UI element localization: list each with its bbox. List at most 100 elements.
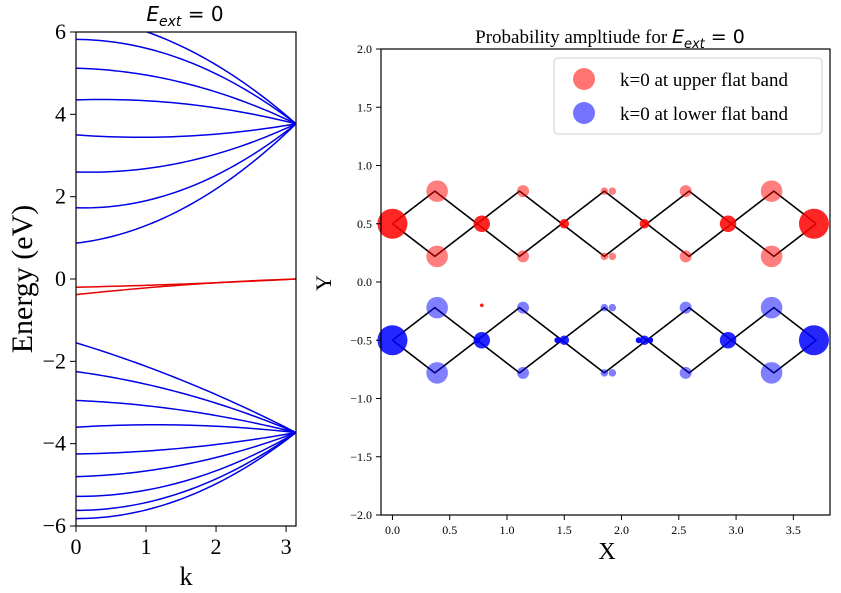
amp-xlabel: X <box>598 539 615 565</box>
amp-point-upper-5 <box>517 250 530 263</box>
amp-point-upper-2 <box>426 245 448 268</box>
band-line-flat-9 <box>76 278 296 296</box>
lattice-upper-b <box>391 222 817 258</box>
band-line-lower-13 <box>76 424 296 434</box>
lattice-lower-a <box>391 306 817 342</box>
band-line-lower-17 <box>76 431 296 512</box>
legend-marker-upper <box>573 68 595 90</box>
amp-point-upper-10 <box>608 252 617 261</box>
band-line-upper-2 <box>76 123 296 173</box>
amp-point-lower-3 <box>473 332 491 349</box>
band-xtick-label-3: 3 <box>281 534 292 559</box>
band-ytick-label-6: −6 <box>43 513 66 538</box>
amp-ytick-label-4: 0.0 <box>357 275 372 289</box>
band-xtick-label-1: 1 <box>141 534 152 559</box>
amp-title: Probability ampltiude for Eext = 0 <box>475 26 745 52</box>
amp-point-upper-18 <box>480 303 484 308</box>
band-line-lower-12 <box>76 399 296 434</box>
band-line-lower-15 <box>76 431 296 478</box>
amp-point-upper-9 <box>600 252 609 261</box>
legend-label-upper: k=0 at upper flat band <box>620 70 788 91</box>
band-line-upper-5 <box>76 67 296 125</box>
amp-point-lower-11 <box>639 335 650 346</box>
lattice-upper-a <box>391 190 817 225</box>
amp-ytick-label-2: 1.0 <box>357 159 372 173</box>
amp-point-lower-7 <box>600 303 609 312</box>
amp-point-lower-12 <box>679 301 692 314</box>
amp-ytick-label-8: −2.0 <box>350 508 372 522</box>
amp-point-upper-17 <box>798 208 829 239</box>
amplitude-chart: Probability ampltiude for Eext = 0 0.0 0.… <box>311 26 831 565</box>
amp-xtick-label-5: 2.5 <box>671 523 686 537</box>
amp-point-lower-1 <box>426 296 448 319</box>
amp-axes: 0.0 0.5 1.0 1.5 2.0 2.5 3.0 3.52.01.51.00.50.0−… <box>350 42 801 537</box>
band-title-var: E <box>146 2 159 26</box>
band-ytick-label-0: 6 <box>55 19 66 44</box>
band-line-upper-3 <box>76 123 296 139</box>
amp-point-lower-0 <box>377 325 408 356</box>
amp-point-upper-3 <box>473 215 491 232</box>
amp-ytick-label-6: −1.0 <box>350 392 372 406</box>
amp-point-upper-13 <box>679 250 692 263</box>
amp-title-var: E <box>672 26 684 48</box>
band-plot-frame <box>75 31 297 527</box>
amp-point-upper-1 <box>426 180 448 202</box>
amp-ytick-label-5: −0.5 <box>350 333 372 347</box>
legend: k=0 at upper flat band k=0 at lower flat… <box>553 57 823 135</box>
band-xlabel: k <box>180 562 193 588</box>
amp-xtick-label-3: 1.5 <box>557 523 572 537</box>
amp-xtick-label-0: 0.0 <box>385 523 400 537</box>
amp-point-lower-14 <box>719 332 737 349</box>
amp-title-rest: = 0 <box>705 26 745 48</box>
band-line-upper-7 <box>144 32 296 125</box>
amp-point-lower-5 <box>517 366 530 379</box>
band-ylabel: Energy (eV) <box>6 205 39 354</box>
band-ytick-label-1: 4 <box>55 101 66 126</box>
amp-point-upper-8 <box>608 187 617 195</box>
legend-box <box>553 57 823 135</box>
band-title: Eext = 0 <box>146 2 223 30</box>
amp-point-lower-9 <box>600 369 609 377</box>
amp-point-upper-4 <box>517 185 530 198</box>
amp-point-upper-14 <box>719 215 737 232</box>
amp-point-upper-12 <box>679 185 692 198</box>
amp-point-lower-4 <box>517 301 530 314</box>
amp-point-upper-6 <box>559 218 570 229</box>
amp-xtick-label-1: 0.5 <box>442 523 457 537</box>
band-line-lower-10 <box>76 342 296 434</box>
band-ytick-label-3: 0 <box>55 266 66 291</box>
amp-ytick-label-7: −1.5 <box>350 450 372 464</box>
amp-point-upper-16 <box>760 245 783 268</box>
lattice-lines <box>391 190 817 374</box>
band-ytick-label-5: −4 <box>43 431 66 456</box>
amp-xtick-label-6: 3.0 <box>729 523 744 537</box>
band-line-lower-11 <box>76 370 296 434</box>
band-line-lower-16 <box>76 431 296 498</box>
legend-label-lower: k=0 at lower flat band <box>620 104 788 125</box>
amp-xtick-label-7: 3.5 <box>786 523 801 537</box>
amp-point-lower-19 <box>554 337 561 344</box>
amp-point-lower-16 <box>760 362 783 384</box>
amp-point-upper-0 <box>377 208 408 239</box>
legend-marker-lower <box>573 102 595 124</box>
band-line-upper-6 <box>76 38 296 125</box>
band-xtick-label-2: 2 <box>211 534 222 559</box>
band-line-upper-1 <box>76 123 296 209</box>
band-lines <box>76 32 296 520</box>
amp-ytick-label-0: 2.0 <box>357 42 372 56</box>
amp-point-upper-15 <box>760 180 783 202</box>
amp-point-lower-13 <box>679 366 692 379</box>
amp-point-lower-20 <box>635 337 642 344</box>
band-line-upper-4 <box>76 98 296 125</box>
amp-point-lower-17 <box>798 325 829 356</box>
band-line-upper-0 <box>76 123 296 244</box>
band-ytick-label-4: −2 <box>43 348 66 373</box>
amp-point-lower-6 <box>559 335 570 346</box>
amp-title-prefix: Probability ampltiude for <box>475 27 672 48</box>
band-line-lower-18 <box>76 431 296 520</box>
band-title-sub: ext <box>159 14 182 30</box>
lattice-lower-b <box>391 339 817 374</box>
amp-title-sub: ext <box>684 37 706 52</box>
amplitude-points <box>377 180 829 384</box>
